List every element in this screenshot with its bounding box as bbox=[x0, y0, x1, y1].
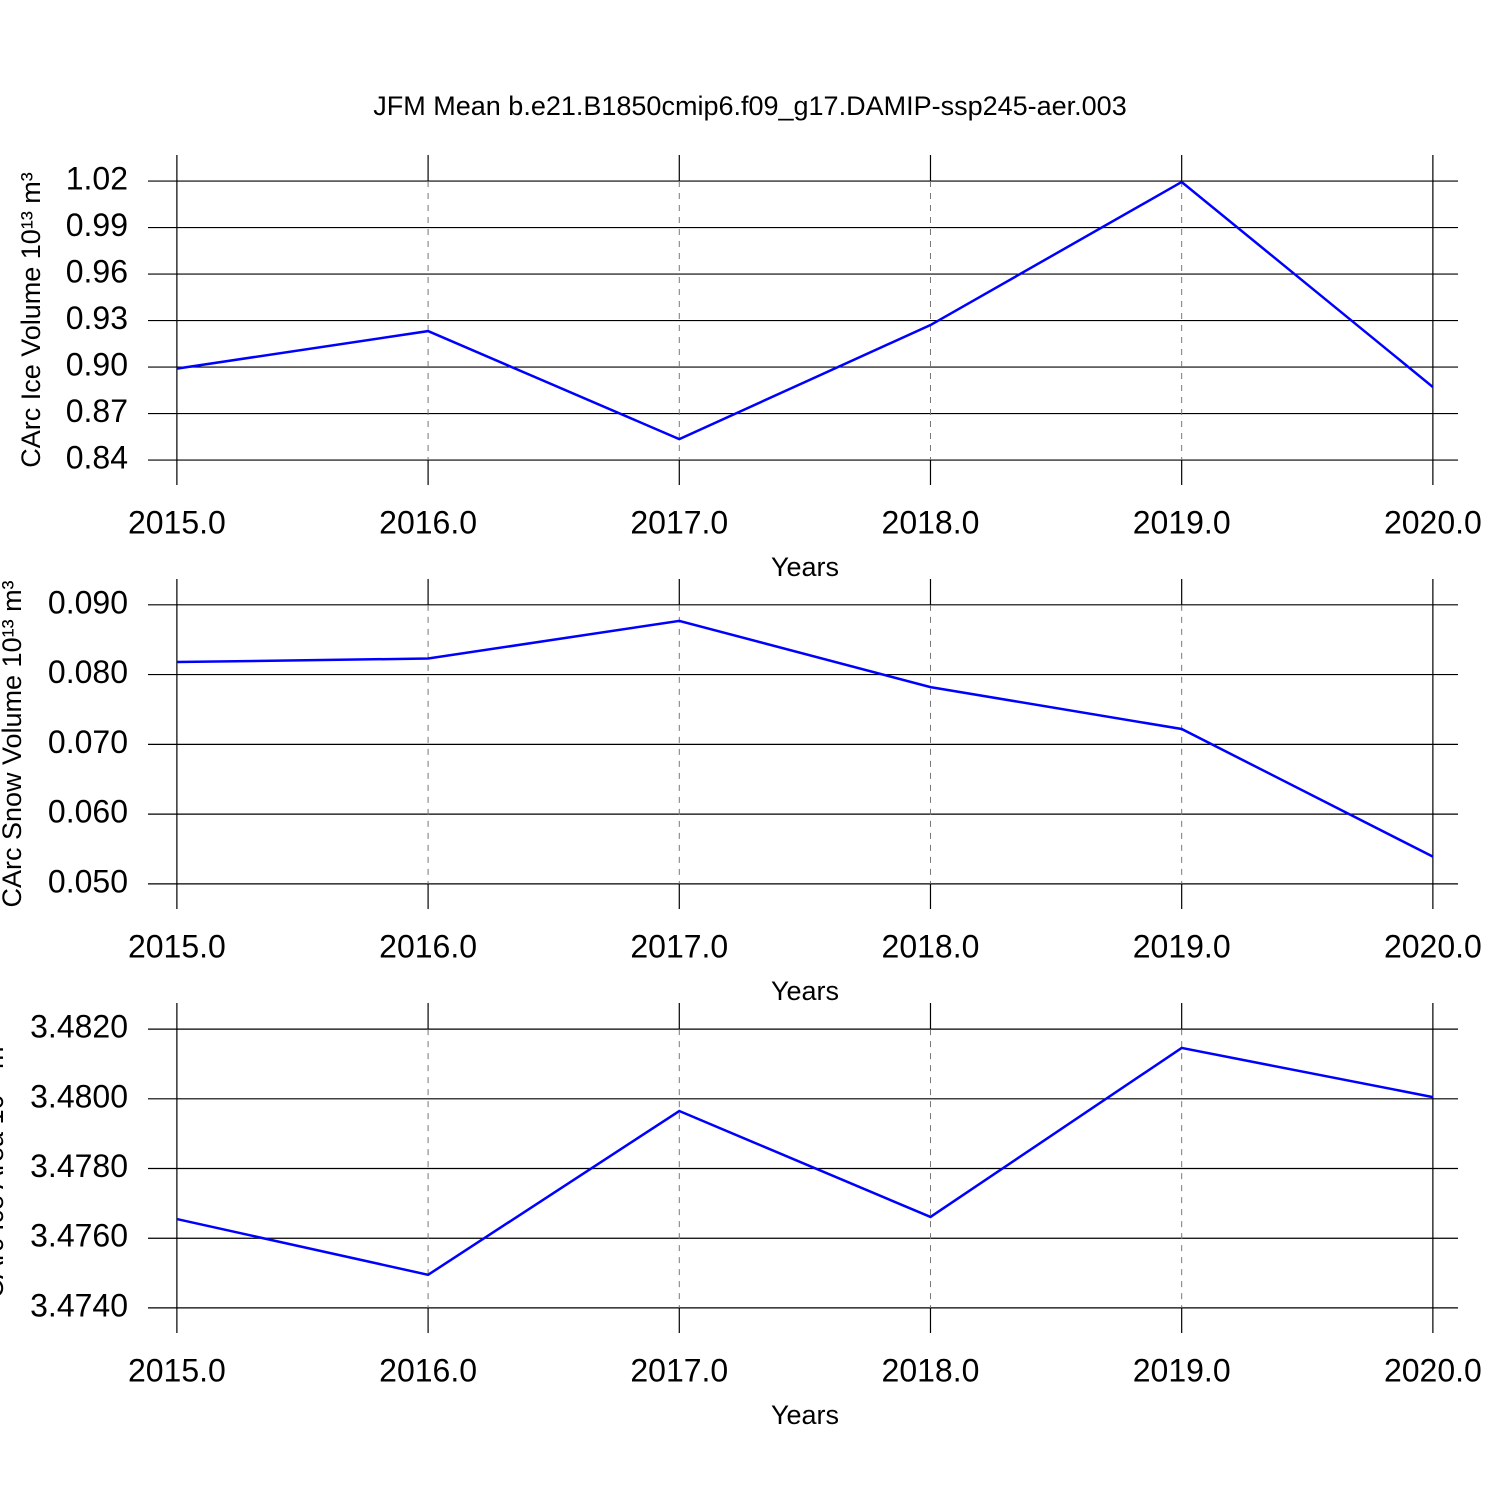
x-axis-label: Years bbox=[771, 1400, 839, 1430]
y-axis-label: CArc Snow Volume 10¹³ m³ bbox=[0, 580, 27, 907]
data-line bbox=[176, 180, 1434, 441]
y-tick-label: 0.080 bbox=[48, 654, 128, 690]
x-tick-label: 2020.0 bbox=[1384, 928, 1482, 964]
x-tick-label: 2015.0 bbox=[128, 1352, 226, 1388]
y-tick-label: 0.050 bbox=[48, 863, 128, 899]
x-tick-label: 2019.0 bbox=[1133, 504, 1231, 540]
x-tick-label: 2017.0 bbox=[630, 504, 728, 540]
y-tick-label: 0.93 bbox=[66, 300, 128, 336]
y-tick-label: 0.090 bbox=[48, 584, 128, 620]
x-tick-label: 2018.0 bbox=[882, 928, 980, 964]
x-tick-label: 2018.0 bbox=[882, 1352, 980, 1388]
y-tick-label: 3.4820 bbox=[30, 1009, 128, 1045]
y-tick-label: 3.4800 bbox=[30, 1078, 128, 1114]
y-tick-label: 0.96 bbox=[66, 253, 128, 289]
x-tick-label: 2016.0 bbox=[379, 504, 477, 540]
y-tick-label: 0.99 bbox=[66, 207, 128, 243]
data-line bbox=[176, 1046, 1434, 1277]
x-tick-label: 2016.0 bbox=[379, 1352, 477, 1388]
x-tick-label: 2017.0 bbox=[630, 928, 728, 964]
y-tick-label: 0.070 bbox=[48, 724, 128, 760]
y-tick-label: 0.84 bbox=[66, 439, 128, 475]
y-axis-label: CArc Ice Area 10¹³ m² bbox=[0, 1037, 9, 1298]
y-tick-label: 0.060 bbox=[48, 794, 128, 830]
y-tick-label: 3.4740 bbox=[30, 1287, 128, 1323]
y-tick-label: 3.4760 bbox=[30, 1218, 128, 1254]
x-axis-label: Years bbox=[771, 976, 839, 1006]
x-tick-label: 2016.0 bbox=[379, 928, 477, 964]
x-tick-label: 2015.0 bbox=[128, 928, 226, 964]
y-tick-label: 1.02 bbox=[66, 160, 128, 196]
y-tick-label: 0.90 bbox=[66, 346, 128, 382]
x-axis-label: Years bbox=[771, 552, 839, 582]
x-tick-label: 2020.0 bbox=[1384, 1352, 1482, 1388]
data-line bbox=[176, 619, 1434, 858]
x-tick-label: 2019.0 bbox=[1133, 928, 1231, 964]
y-tick-label: 3.4780 bbox=[30, 1148, 128, 1184]
x-tick-label: 2015.0 bbox=[128, 504, 226, 540]
x-tick-label: 2020.0 bbox=[1384, 504, 1482, 540]
x-tick-label: 2019.0 bbox=[1133, 1352, 1231, 1388]
x-tick-label: 2017.0 bbox=[630, 1352, 728, 1388]
y-tick-label: 0.87 bbox=[66, 393, 128, 429]
y-axis-label: CArc Ice Volume 10¹³ m³ bbox=[16, 172, 46, 468]
x-tick-label: 2018.0 bbox=[882, 504, 980, 540]
chart-title: JFM Mean b.e21.B1850cmip6.f09_g17.DAMIP-… bbox=[373, 91, 1126, 121]
